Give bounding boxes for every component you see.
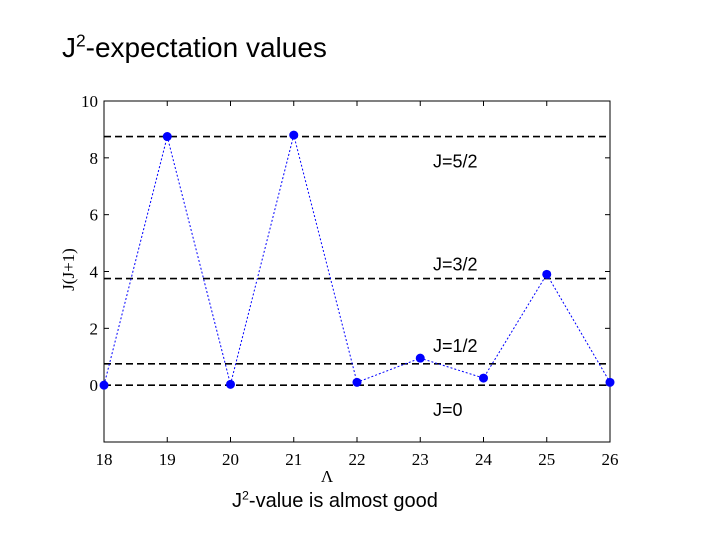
y-tick-label: 4 bbox=[90, 263, 99, 282]
title-rest: -expectation values bbox=[85, 32, 327, 63]
data-points bbox=[99, 130, 615, 390]
data-point bbox=[605, 377, 615, 387]
data-point bbox=[542, 269, 552, 279]
x-axis-label: Λ bbox=[321, 467, 334, 486]
series-line bbox=[103, 134, 611, 386]
title-superscript: 2 bbox=[76, 30, 86, 51]
data-point bbox=[479, 373, 488, 383]
plot-frame bbox=[103, 100, 611, 443]
data-point bbox=[162, 132, 172, 142]
caption-rest: -value is almost good bbox=[248, 490, 438, 512]
series-polyline bbox=[103, 134, 611, 386]
caption-superscript: 2 bbox=[242, 488, 249, 503]
level-label: J=1/2 bbox=[433, 336, 478, 356]
x-tick-label: 23 bbox=[412, 450, 429, 469]
level-label: J=0 bbox=[433, 400, 463, 420]
data-point bbox=[415, 353, 425, 363]
slide-title: J2-expectation values bbox=[62, 32, 327, 64]
x-tick-label: 24 bbox=[475, 450, 493, 469]
caption-main: J bbox=[232, 490, 242, 512]
y-tick-label: 8 bbox=[90, 149, 99, 168]
title-main: J bbox=[62, 32, 76, 63]
data-point bbox=[226, 379, 235, 389]
x-tick-label: 26 bbox=[602, 450, 619, 469]
data-point bbox=[352, 377, 362, 387]
data-point bbox=[289, 130, 299, 140]
x-tick-label: 19 bbox=[159, 450, 176, 469]
x-tick-label: 20 bbox=[222, 450, 239, 469]
y-tick-label: 0 bbox=[90, 376, 99, 395]
level-label: J=3/2 bbox=[433, 255, 478, 275]
y-tick-label: 10 bbox=[81, 92, 98, 111]
x-tick-label: 25 bbox=[538, 450, 555, 469]
level-labels: J=5/2 J=3/2 J=1/2 J=0 bbox=[433, 152, 478, 421]
x-tick-label: 18 bbox=[96, 450, 113, 469]
data-point bbox=[99, 380, 109, 390]
y-tick-label: 6 bbox=[90, 206, 99, 225]
x-tick-label: 22 bbox=[349, 450, 366, 469]
x-tick-label: 21 bbox=[285, 450, 302, 469]
reference-lines bbox=[104, 135, 610, 386]
caption: J2-value is almost good bbox=[232, 488, 438, 513]
y-axis-label: J(J+1) bbox=[59, 248, 78, 291]
y-tick-label: 2 bbox=[90, 319, 99, 338]
level-label: J=5/2 bbox=[433, 152, 478, 172]
